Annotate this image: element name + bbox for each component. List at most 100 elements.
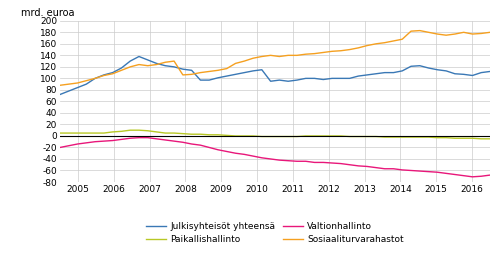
- Sosiaaliturvarahastot: [443, 34, 449, 37]
- Valtionhallinto: [84, 141, 89, 144]
- Valtionhallinto: [276, 159, 282, 162]
- Julkisyhteisöt yhteensä: [198, 79, 203, 82]
- Valtionhallinto: [268, 157, 274, 160]
- Sosiaaliturvarahastot: [390, 39, 396, 42]
- Valtionhallinto: [390, 167, 396, 170]
- Valtionhallinto: [373, 166, 379, 169]
- Julkisyhteisöt yhteensä: [452, 72, 458, 75]
- Sosiaaliturvarahastot: [356, 46, 362, 49]
- Paikallishallinto: [84, 132, 89, 135]
- Sosiaaliturvarahastot: [84, 79, 89, 82]
- Sosiaaliturvarahastot: [127, 65, 133, 68]
- Paikallishallinto: [154, 130, 160, 133]
- Valtionhallinto: [66, 144, 72, 147]
- Sosiaaliturvarahastot: [338, 49, 344, 52]
- Line: Valtionhallinto: Valtionhallinto: [60, 138, 490, 177]
- Paikallishallinto: [66, 132, 72, 135]
- Julkisyhteisöt yhteensä: [364, 73, 370, 76]
- Paikallishallinto: [206, 133, 212, 136]
- Paikallishallinto: [346, 135, 352, 138]
- Paikallishallinto: [364, 135, 370, 138]
- Valtionhallinto: [294, 160, 300, 163]
- Valtionhallinto: [57, 146, 63, 149]
- Paikallishallinto: [434, 136, 440, 139]
- Sosiaaliturvarahastot: [373, 42, 379, 46]
- Valtionhallinto: [356, 164, 362, 167]
- Sosiaaliturvarahastot: [110, 72, 116, 75]
- Sosiaaliturvarahastot: [145, 64, 151, 67]
- Valtionhallinto: [242, 153, 248, 156]
- Julkisyhteisöt yhteensä: [373, 72, 379, 75]
- Julkisyhteisöt yhteensä: [127, 60, 133, 63]
- Valtionhallinto: [92, 140, 98, 143]
- Valtionhallinto: [259, 156, 265, 159]
- Valtionhallinto: [74, 142, 80, 146]
- Sosiaaliturvarahastot: [250, 57, 256, 60]
- Sosiaaliturvarahastot: [224, 67, 230, 70]
- Paikallishallinto: [74, 132, 80, 135]
- Sosiaaliturvarahastot: [171, 60, 177, 63]
- Julkisyhteisöt yhteensä: [408, 65, 414, 68]
- Paikallishallinto: [145, 129, 151, 132]
- Julkisyhteisöt yhteensä: [101, 73, 107, 76]
- Sosiaaliturvarahastot: [118, 69, 124, 72]
- Valtionhallinto: [443, 172, 449, 175]
- Paikallishallinto: [470, 137, 476, 140]
- Valtionhallinto: [136, 136, 142, 139]
- Paikallishallinto: [294, 135, 300, 138]
- Julkisyhteisöt yhteensä: [460, 73, 466, 76]
- Sosiaaliturvarahastot: [66, 83, 72, 86]
- Sosiaaliturvarahastot: [470, 32, 476, 36]
- Valtionhallinto: [101, 140, 107, 143]
- Sosiaaliturvarahastot: [329, 50, 335, 53]
- Julkisyhteisöt yhteensä: [329, 77, 335, 80]
- Valtionhallinto: [198, 144, 203, 147]
- Valtionhallinto: [382, 167, 388, 170]
- Paikallishallinto: [338, 134, 344, 138]
- Julkisyhteisöt yhteensä: [180, 68, 186, 71]
- Sosiaaliturvarahastot: [198, 71, 203, 74]
- Sosiaaliturvarahastot: [74, 81, 80, 84]
- Julkisyhteisöt yhteensä: [487, 70, 493, 73]
- Sosiaaliturvarahastot: [154, 63, 160, 66]
- Sosiaaliturvarahastot: [294, 54, 300, 57]
- Paikallishallinto: [302, 134, 308, 138]
- Valtionhallinto: [426, 170, 432, 173]
- Paikallishallinto: [101, 132, 107, 135]
- Julkisyhteisöt yhteensä: [66, 89, 72, 93]
- Paikallishallinto: [162, 132, 168, 135]
- Line: Julkisyhteisöt yhteensä: Julkisyhteisöt yhteensä: [60, 56, 490, 94]
- Valtionhallinto: [364, 165, 370, 168]
- Paikallishallinto: [118, 130, 124, 133]
- Valtionhallinto: [154, 137, 160, 140]
- Sosiaaliturvarahastot: [285, 54, 291, 57]
- Sosiaaliturvarahastot: [136, 63, 142, 66]
- Julkisyhteisöt yhteensä: [470, 74, 476, 77]
- Paikallishallinto: [390, 135, 396, 139]
- Julkisyhteisöt yhteensä: [224, 75, 230, 78]
- Sosiaaliturvarahastot: [259, 55, 265, 58]
- Sosiaaliturvarahastot: [417, 29, 423, 32]
- Sosiaaliturvarahastot: [364, 44, 370, 47]
- Paikallishallinto: [268, 135, 274, 138]
- Valtionhallinto: [171, 140, 177, 143]
- Julkisyhteisöt yhteensä: [215, 76, 221, 79]
- Paikallishallinto: [356, 135, 362, 138]
- Valtionhallinto: [215, 148, 221, 151]
- Julkisyhteisöt yhteensä: [74, 86, 80, 89]
- Sosiaaliturvarahastot: [320, 51, 326, 54]
- Paikallishallinto: [171, 132, 177, 135]
- Julkisyhteisöt yhteensä: [434, 68, 440, 71]
- Sosiaaliturvarahastot: [382, 41, 388, 44]
- Valtionhallinto: [408, 169, 414, 172]
- Julkisyhteisöt yhteensä: [312, 77, 318, 80]
- Legend: Julkisyhteisöt yhteensä, Paikallishallinto, Valtionhallinto, Sosiaaliturvarahast: Julkisyhteisöt yhteensä, Paikallishallin…: [146, 222, 404, 244]
- Paikallishallinto: [136, 129, 142, 132]
- Julkisyhteisöt yhteensä: [426, 67, 432, 70]
- Julkisyhteisöt yhteensä: [57, 93, 63, 96]
- Julkisyhteisöt yhteensä: [268, 80, 274, 83]
- Valtionhallinto: [188, 142, 194, 146]
- Sosiaaliturvarahastot: [408, 30, 414, 33]
- Valtionhallinto: [320, 161, 326, 164]
- Valtionhallinto: [487, 173, 493, 177]
